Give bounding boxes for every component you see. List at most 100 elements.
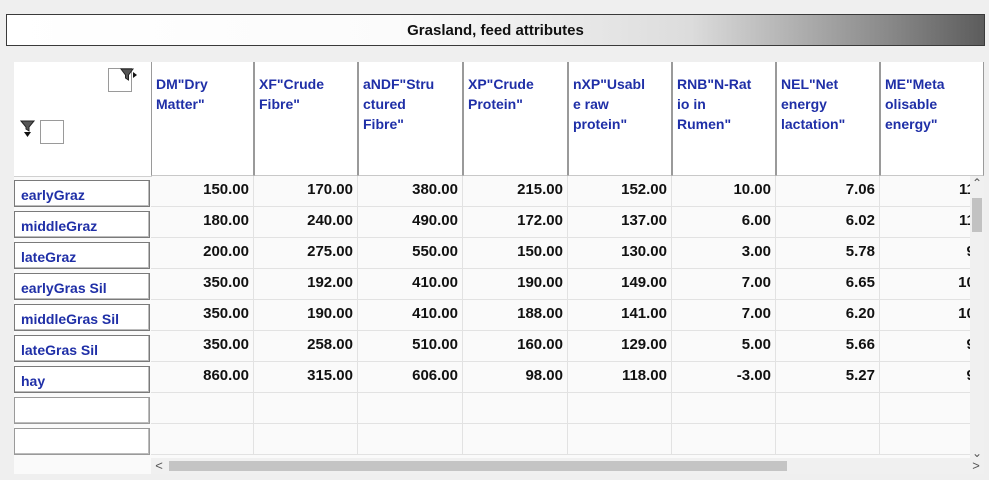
- table-cell[interactable]: 6.65: [776, 269, 880, 300]
- column-header[interactable]: XF"Crude Fibre": [254, 62, 358, 176]
- scroll-down-icon[interactable]: ⌄: [971, 446, 983, 460]
- table-cell[interactable]: [151, 424, 254, 455]
- vertical-scrollbar[interactable]: ⌃ ⌄: [970, 176, 984, 460]
- table-cell[interactable]: 129.00: [568, 331, 672, 362]
- table-cell[interactable]: [880, 424, 984, 455]
- table-cell[interactable]: 9.: [880, 362, 984, 393]
- table-cell[interactable]: [776, 424, 880, 455]
- row-header[interactable]: middleGraz: [14, 211, 150, 238]
- table-cell[interactable]: 315.00: [254, 362, 358, 393]
- table-cell[interactable]: 10.00: [672, 176, 776, 207]
- row-header[interactable]: middleGras Sil: [14, 304, 150, 331]
- table-cell[interactable]: -3.00: [672, 362, 776, 393]
- column-header[interactable]: ME"Meta olisable energy": [880, 62, 984, 176]
- table-cell[interactable]: 190.00: [254, 300, 358, 331]
- table-cell[interactable]: 275.00: [254, 238, 358, 269]
- table-cell[interactable]: 5.27: [776, 362, 880, 393]
- table-cell[interactable]: [254, 393, 358, 424]
- column-header[interactable]: NEL"Net energy lactation": [776, 62, 880, 176]
- funnel-down-arrow-icon[interactable]: [20, 120, 36, 138]
- table-cell[interactable]: 10.: [880, 269, 984, 300]
- table-cell[interactable]: 5.66: [776, 331, 880, 362]
- scroll-right-icon[interactable]: >: [972, 458, 980, 473]
- column-header[interactable]: RNB"N-Rat io in Rumen": [672, 62, 776, 176]
- table-cell[interactable]: [254, 424, 358, 455]
- table-cell[interactable]: 141.00: [568, 300, 672, 331]
- table-cell[interactable]: 215.00: [463, 176, 568, 207]
- table-cell[interactable]: 137.00: [568, 207, 672, 238]
- row-header[interactable]: hay: [14, 366, 150, 393]
- table-cell[interactable]: 350.00: [151, 300, 254, 331]
- table-cell[interactable]: 410.00: [358, 269, 463, 300]
- table-cell[interactable]: 380.00: [358, 176, 463, 207]
- table-cell[interactable]: 350.00: [151, 269, 254, 300]
- table-cell[interactable]: 98.00: [463, 362, 568, 393]
- table-cell[interactable]: 150.00: [463, 238, 568, 269]
- horizontal-scroll-thumb[interactable]: [169, 461, 787, 471]
- table-cell[interactable]: [568, 424, 672, 455]
- vertical-scroll-thumb[interactable]: [972, 198, 982, 232]
- table-cell[interactable]: 200.00: [151, 238, 254, 269]
- table-cell[interactable]: 180.00: [151, 207, 254, 238]
- funnel-right-arrow-icon[interactable]: [120, 68, 138, 84]
- row-filter-checkbox[interactable]: [40, 120, 64, 144]
- table-cell[interactable]: [463, 393, 568, 424]
- table-cell[interactable]: [672, 424, 776, 455]
- row-header[interactable]: lateGraz: [14, 242, 150, 269]
- table-cell[interactable]: 606.00: [358, 362, 463, 393]
- table-cell[interactable]: 188.00: [463, 300, 568, 331]
- table-cell[interactable]: 172.00: [463, 207, 568, 238]
- horizontal-scrollbar[interactable]: < >: [151, 458, 984, 474]
- table-cell[interactable]: 7.06: [776, 176, 880, 207]
- column-header[interactable]: XP"Crude Protein": [463, 62, 568, 176]
- table-cell[interactable]: 9.: [880, 331, 984, 362]
- table-cell[interactable]: 6.20: [776, 300, 880, 331]
- table-cell[interactable]: 192.00: [254, 269, 358, 300]
- table-cell[interactable]: 7.00: [672, 300, 776, 331]
- table-cell[interactable]: 6.00: [672, 207, 776, 238]
- row-header-empty[interactable]: [14, 397, 150, 424]
- table-cell[interactable]: 149.00: [568, 269, 672, 300]
- table-cell[interactable]: 9.: [880, 238, 984, 269]
- table-cell[interactable]: 130.00: [568, 238, 672, 269]
- table-cell[interactable]: 550.00: [358, 238, 463, 269]
- table-cell[interactable]: 490.00: [358, 207, 463, 238]
- table-cell[interactable]: 150.00: [151, 176, 254, 207]
- table-cell[interactable]: 6.02: [776, 207, 880, 238]
- table-cell[interactable]: 410.00: [358, 300, 463, 331]
- table-cell[interactable]: 5.78: [776, 238, 880, 269]
- row-header-empty[interactable]: [14, 428, 150, 455]
- row-header[interactable]: earlyGras Sil: [14, 273, 150, 300]
- table-cell[interactable]: 860.00: [151, 362, 254, 393]
- table-cell[interactable]: 190.00: [463, 269, 568, 300]
- table-cell[interactable]: 160.00: [463, 331, 568, 362]
- column-header[interactable]: nXP"Usabl e raw protein": [568, 62, 672, 176]
- row-header[interactable]: lateGras Sil: [14, 335, 150, 362]
- table-cell[interactable]: 118.00: [568, 362, 672, 393]
- table-cell[interactable]: [672, 393, 776, 424]
- column-header[interactable]: aNDF"Stru ctured Fibre": [358, 62, 463, 176]
- table-cell[interactable]: 258.00: [254, 331, 358, 362]
- table-cell[interactable]: 11.: [880, 207, 984, 238]
- table-cell[interactable]: 350.00: [151, 331, 254, 362]
- table-cell[interactable]: 10.: [880, 300, 984, 331]
- table-cell[interactable]: [568, 393, 672, 424]
- scroll-left-icon[interactable]: <: [155, 458, 163, 473]
- table-cell[interactable]: 170.00: [254, 176, 358, 207]
- table-cell[interactable]: 11.: [880, 176, 984, 207]
- table-cell[interactable]: [358, 393, 463, 424]
- table-cell[interactable]: [463, 424, 568, 455]
- table-cell[interactable]: 510.00: [358, 331, 463, 362]
- table-cell[interactable]: 5.00: [672, 331, 776, 362]
- table-cell[interactable]: 152.00: [568, 176, 672, 207]
- column-header[interactable]: DM"Dry Matter": [151, 62, 254, 176]
- table-cell[interactable]: 7.00: [672, 269, 776, 300]
- table-cell[interactable]: [151, 393, 254, 424]
- row-header[interactable]: earlyGraz: [14, 180, 150, 207]
- table-cell[interactable]: 240.00: [254, 207, 358, 238]
- table-cell[interactable]: [358, 424, 463, 455]
- table-cell[interactable]: [776, 393, 880, 424]
- table-cell[interactable]: 3.00: [672, 238, 776, 269]
- table-cell[interactable]: [880, 393, 984, 424]
- scroll-up-icon[interactable]: ⌃: [971, 176, 983, 190]
